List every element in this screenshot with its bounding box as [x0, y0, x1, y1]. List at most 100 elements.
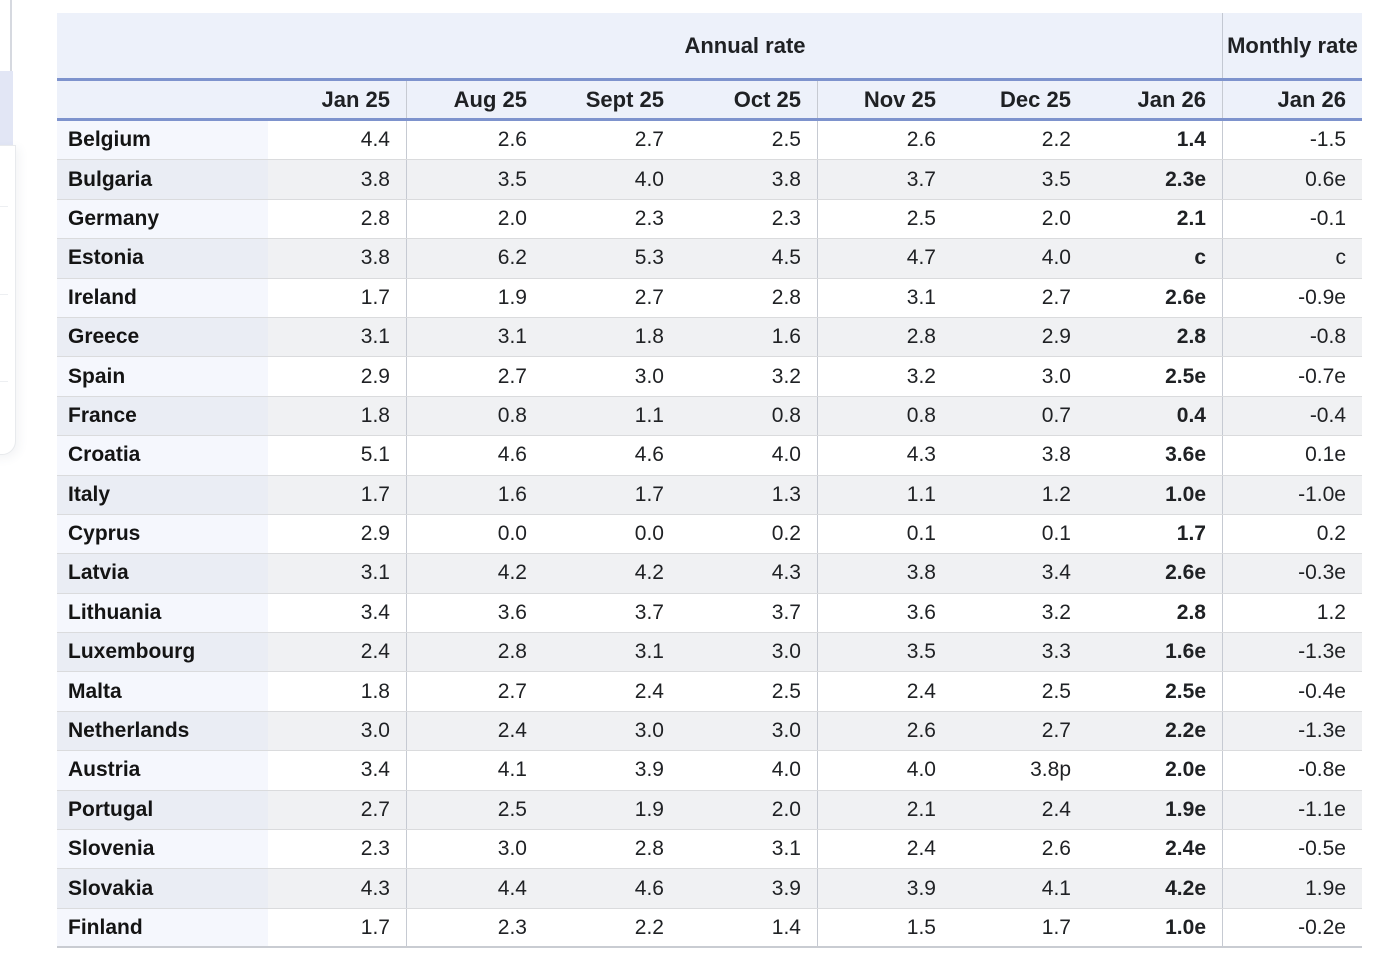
value-cell-dec25: 2.7	[952, 278, 1087, 317]
value-cell-oct25: 3.0	[680, 633, 817, 672]
value-cell-dec25: 2.7	[952, 711, 1087, 751]
table-row: Belgium 4.4 2.6 2.7 2.5 2.6 2.2 1.4 -1.5	[57, 121, 1362, 161]
value-cell-aug25: 0.8	[406, 396, 543, 436]
value-cell-nov25: 3.7	[817, 160, 952, 199]
table-row: Cyprus 2.9 0.0 0.0 0.2 0.1 0.1 1.7 0.2	[57, 514, 1362, 555]
value-cell-monthly: 1.9e	[1222, 869, 1362, 908]
table-row: Latvia 3.1 4.2 4.2 4.3 3.8 3.4 2.6e -0.3…	[57, 554, 1362, 594]
value-cell-dec25: 3.0	[952, 357, 1087, 396]
col-header-aug25: Aug 25	[406, 81, 543, 118]
value-cell-sept25: 2.2	[543, 908, 680, 947]
value-cell-jan25: 1.7	[268, 908, 406, 947]
value-cell-aug25: 4.1	[406, 751, 543, 790]
country-name-cell: Finland	[57, 908, 268, 947]
value-cell-jan25: 3.8	[268, 239, 406, 278]
value-cell-aug25: 6.2	[406, 239, 543, 278]
value-cell-jan25: 1.7	[268, 475, 406, 514]
value-cell-oct25: 3.2	[680, 357, 817, 396]
value-cell-oct25: 3.9	[680, 869, 817, 908]
value-cell-jan25: 2.3	[268, 830, 406, 869]
table-row: Greece 3.1 3.1 1.8 1.6 2.8 2.9 2.8 -0.8	[57, 317, 1362, 358]
value-cell-aug25: 4.4	[406, 869, 543, 908]
table-row: Malta 1.8 2.7 2.4 2.5 2.4 2.5 2.5e -0.4e	[57, 672, 1362, 712]
value-cell-sept25: 3.9	[543, 751, 680, 790]
value-cell-dec25: 1.7	[952, 908, 1087, 947]
value-cell-monthly: -1.3e	[1222, 711, 1362, 751]
value-cell-nov25: 3.1	[817, 278, 952, 317]
value-cell-monthly: -0.2e	[1222, 908, 1362, 947]
value-cell-dec25: 4.0	[952, 239, 1087, 278]
country-name-cell: Germany	[57, 199, 268, 239]
table-row: Ireland 1.7 1.9 2.7 2.8 3.1 2.7 2.6e -0.…	[57, 278, 1362, 318]
value-cell-dec25: 3.2	[952, 593, 1087, 633]
value-cell-monthly: -0.3e	[1222, 554, 1362, 593]
value-cell-aug25: 2.7	[406, 672, 543, 711]
table-body: Belgium 4.4 2.6 2.7 2.5 2.6 2.2 1.4 -1.5…	[57, 121, 1362, 949]
value-cell-nov25: 2.4	[817, 672, 952, 711]
value-cell-jan26: 1.6e	[1087, 633, 1222, 672]
value-cell-oct25: 2.5	[680, 121, 817, 160]
value-cell-sept25: 0.0	[543, 514, 680, 554]
table-row: Luxembourg 2.4 2.8 3.1 3.0 3.5 3.3 1.6e …	[57, 633, 1362, 673]
value-cell-monthly: 0.2	[1222, 514, 1362, 554]
value-cell-dec25: 3.8	[952, 436, 1087, 475]
country-name-cell: Malta	[57, 672, 268, 711]
value-cell-sept25: 3.0	[543, 711, 680, 751]
value-cell-jan25: 1.8	[268, 672, 406, 711]
left-card-separator	[0, 206, 8, 207]
country-name-cell: France	[57, 396, 268, 436]
table-row: France 1.8 0.8 1.1 0.8 0.8 0.7 0.4 -0.4	[57, 396, 1362, 437]
header-rule-bottom	[57, 118, 1362, 121]
value-cell-dec25: 2.0	[952, 199, 1087, 239]
value-cell-jan26: 2.6e	[1087, 554, 1222, 593]
value-cell-nov25: 3.6	[817, 593, 952, 633]
value-cell-nov25: 0.1	[817, 514, 952, 554]
left-card-edge	[0, 145, 16, 455]
value-cell-monthly: c	[1222, 239, 1362, 278]
value-cell-sept25: 4.6	[543, 436, 680, 475]
value-cell-jan26: 3.6e	[1087, 436, 1222, 475]
value-cell-jan26: 2.0e	[1087, 751, 1222, 790]
value-cell-dec25: 3.8p	[952, 751, 1087, 790]
country-name-cell: Slovenia	[57, 830, 268, 869]
country-name-cell: Latvia	[57, 554, 268, 593]
col-header-nov25: Nov 25	[817, 81, 952, 118]
col-header-jan25: Jan 25	[321, 86, 391, 112]
value-cell-monthly: 0.6e	[1222, 160, 1362, 199]
value-cell-aug25: 1.6	[406, 475, 543, 514]
value-cell-dec25: 3.4	[952, 554, 1087, 593]
value-cell-oct25: 3.7	[680, 593, 817, 633]
left-card-separator	[0, 381, 8, 382]
col-header-jan26: Jan 26	[1137, 86, 1207, 112]
value-cell-nov25: 1.1	[817, 475, 952, 514]
value-cell-nov25: 2.8	[817, 317, 952, 357]
table-row: Finland 1.7 2.3 2.2 1.4 1.5 1.7 1.0e -0.…	[57, 908, 1362, 949]
country-name-cell: Luxembourg	[57, 633, 268, 672]
value-cell-nov25: 4.0	[817, 751, 952, 790]
value-cell-jan26: c	[1087, 239, 1222, 278]
value-cell-jan26: 1.0e	[1087, 475, 1222, 514]
value-cell-oct25: 1.6	[680, 317, 817, 357]
value-cell-aug25: 3.6	[406, 593, 543, 633]
value-cell-aug25: 2.7	[406, 357, 543, 396]
value-cell-nov25: 0.8	[817, 396, 952, 436]
value-cell-aug25: 2.5	[406, 790, 543, 830]
value-cell-jan26: 1.9e	[1087, 790, 1222, 830]
value-cell-jan25: 3.8	[268, 160, 406, 199]
value-cell-oct25: 2.3	[680, 199, 817, 239]
value-cell-nov25: 3.5	[817, 633, 952, 672]
value-cell-jan25: 3.1	[268, 317, 406, 357]
value-cell-jan25: 5.1	[268, 436, 406, 475]
value-cell-jan25: 2.9	[268, 357, 406, 396]
value-cell-jan25: 4.3	[268, 869, 406, 908]
left-panel-divider	[10, 0, 12, 72]
country-name-cell: Cyprus	[57, 514, 268, 554]
value-cell-aug25: 2.0	[406, 199, 543, 239]
value-cell-oct25: 4.5	[680, 239, 817, 278]
value-cell-monthly: -0.7e	[1222, 357, 1362, 396]
value-cell-monthly: -1.5	[1222, 121, 1362, 160]
value-cell-jan25: 3.4	[268, 593, 406, 633]
value-cell-dec25: 3.5	[952, 160, 1087, 199]
value-cell-monthly: -0.8e	[1222, 751, 1362, 790]
table-row: Spain 2.9 2.7 3.0 3.2 3.2 3.0 2.5e -0.7e	[57, 357, 1362, 397]
